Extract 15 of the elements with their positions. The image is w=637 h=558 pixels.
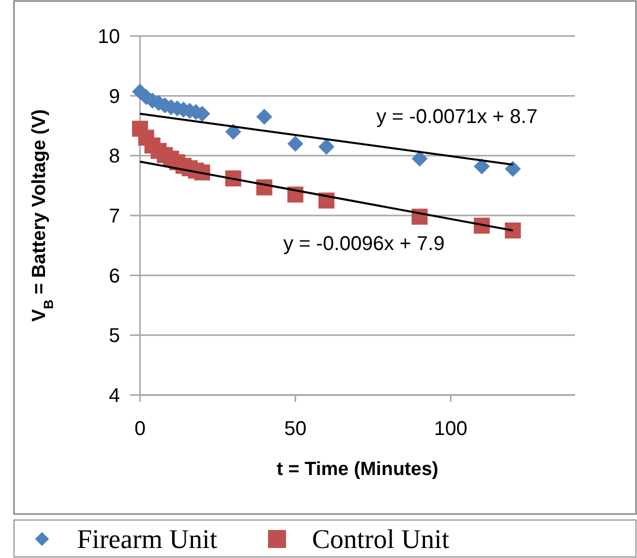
x-tick-label: 50 bbox=[284, 418, 306, 440]
y-tick-label: 9 bbox=[108, 86, 120, 108]
y-tick-label: 10 bbox=[98, 26, 120, 48]
legend-label: Firearm Unit bbox=[77, 524, 218, 554]
legend-label: Control Unit bbox=[312, 524, 450, 554]
x-tick-label: 0 bbox=[134, 418, 146, 440]
x-tick-label: 100 bbox=[434, 418, 468, 440]
x-axis-title: t = Time (Minutes) bbox=[276, 459, 438, 480]
y-tick-label: 6 bbox=[108, 265, 120, 288]
y-tick-label: 7 bbox=[108, 206, 120, 228]
y-tick-label: 8 bbox=[108, 146, 120, 168]
y-tick-label: 5 bbox=[108, 325, 120, 348]
annotation: y = -0.0096x + 7.9 bbox=[283, 233, 445, 255]
annotation: y = -0.0071x + 8.7 bbox=[376, 106, 538, 128]
y-tick-label: 4 bbox=[108, 385, 120, 407]
